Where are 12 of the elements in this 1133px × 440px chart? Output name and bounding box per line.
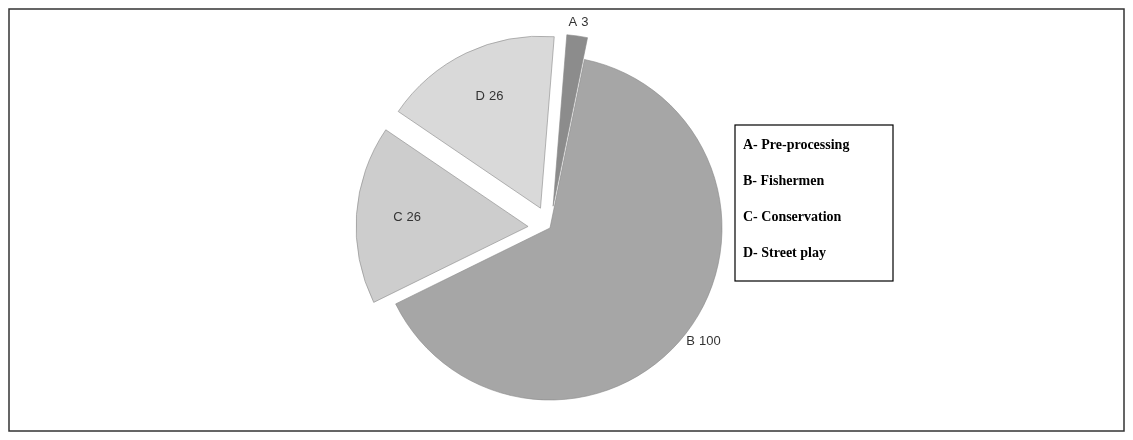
- data-label: 26: [406, 209, 421, 225]
- text: A- Pre-processing: [743, 137, 850, 152]
- slice-label: D: [475, 87, 485, 103]
- slice-label: A: [568, 13, 578, 29]
- slice-label: C: [393, 209, 403, 225]
- data-label: 26: [488, 87, 504, 103]
- text: C- Conservation: [743, 209, 842, 224]
- data-label: 3: [581, 13, 589, 29]
- data-label: 100: [699, 332, 721, 348]
- text: D- Street play: [743, 245, 826, 260]
- text: B- Fishermen: [743, 173, 825, 188]
- slice-label: B: [686, 332, 696, 348]
